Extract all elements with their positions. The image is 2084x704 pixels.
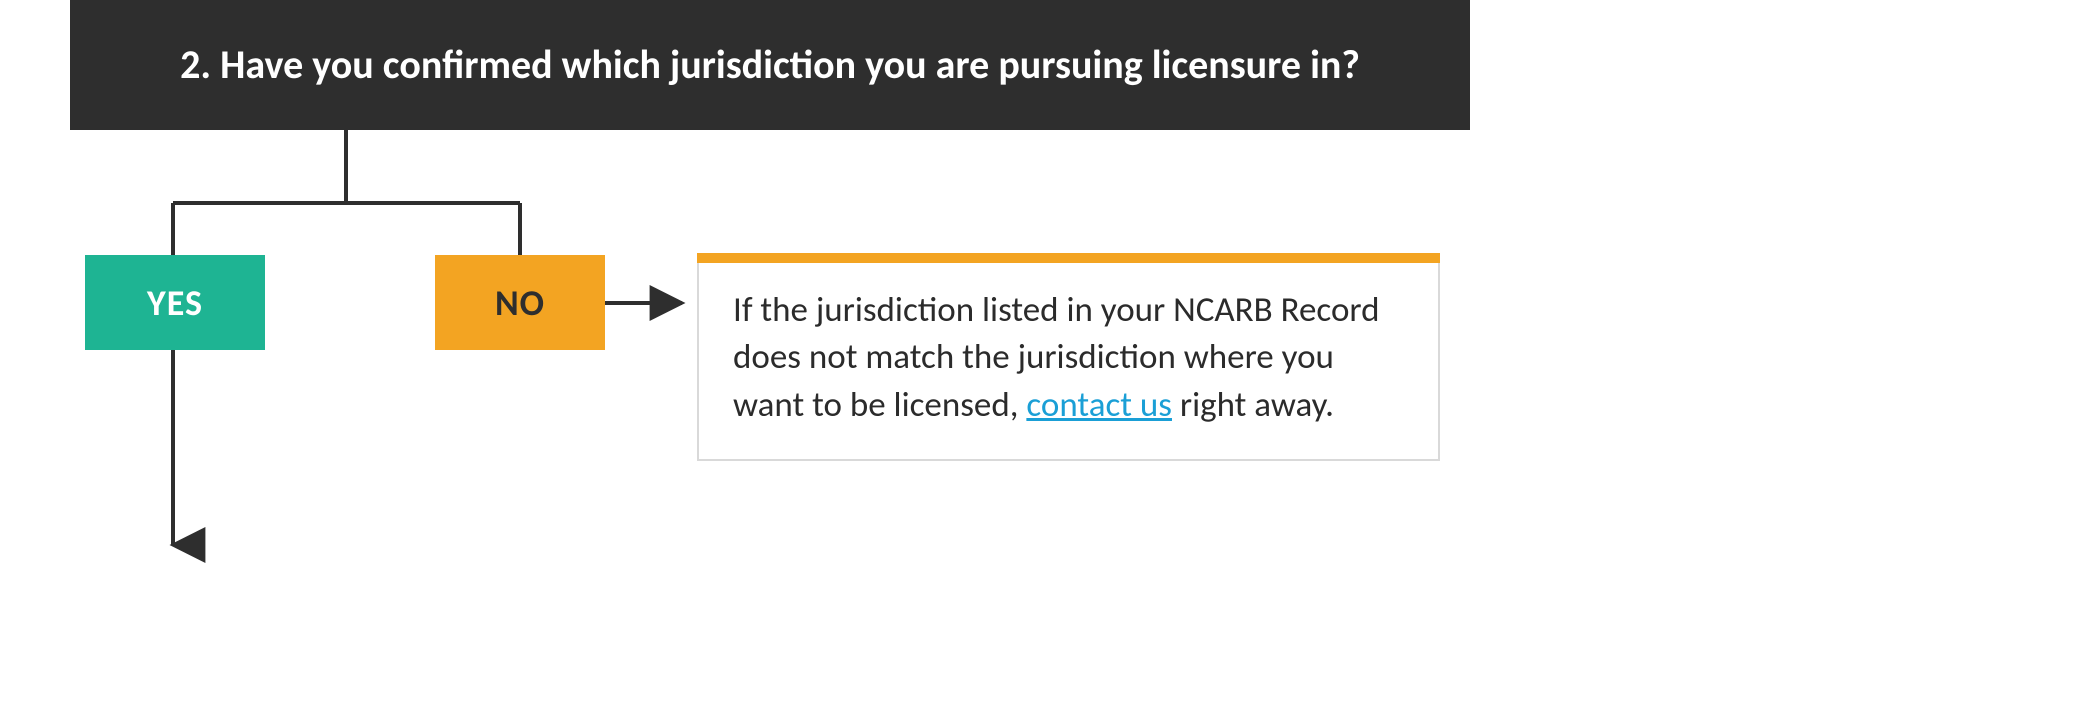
- info-box: If the jurisdiction listed in your NCARB…: [697, 253, 1440, 461]
- yes-button[interactable]: YES: [85, 255, 265, 350]
- info-box-topbar: [697, 253, 1440, 263]
- question-text: 2. Have you confirmed which jurisdiction…: [180, 41, 1360, 89]
- question-box: 2. Have you confirmed which jurisdiction…: [70, 0, 1470, 130]
- info-box-body: If the jurisdiction listed in your NCARB…: [697, 263, 1440, 461]
- info-text-after: right away.: [1172, 384, 1334, 426]
- no-label: NO: [495, 281, 545, 325]
- no-button[interactable]: NO: [435, 255, 605, 350]
- yes-label: YES: [147, 281, 203, 325]
- contact-us-link[interactable]: contact us: [1026, 384, 1172, 426]
